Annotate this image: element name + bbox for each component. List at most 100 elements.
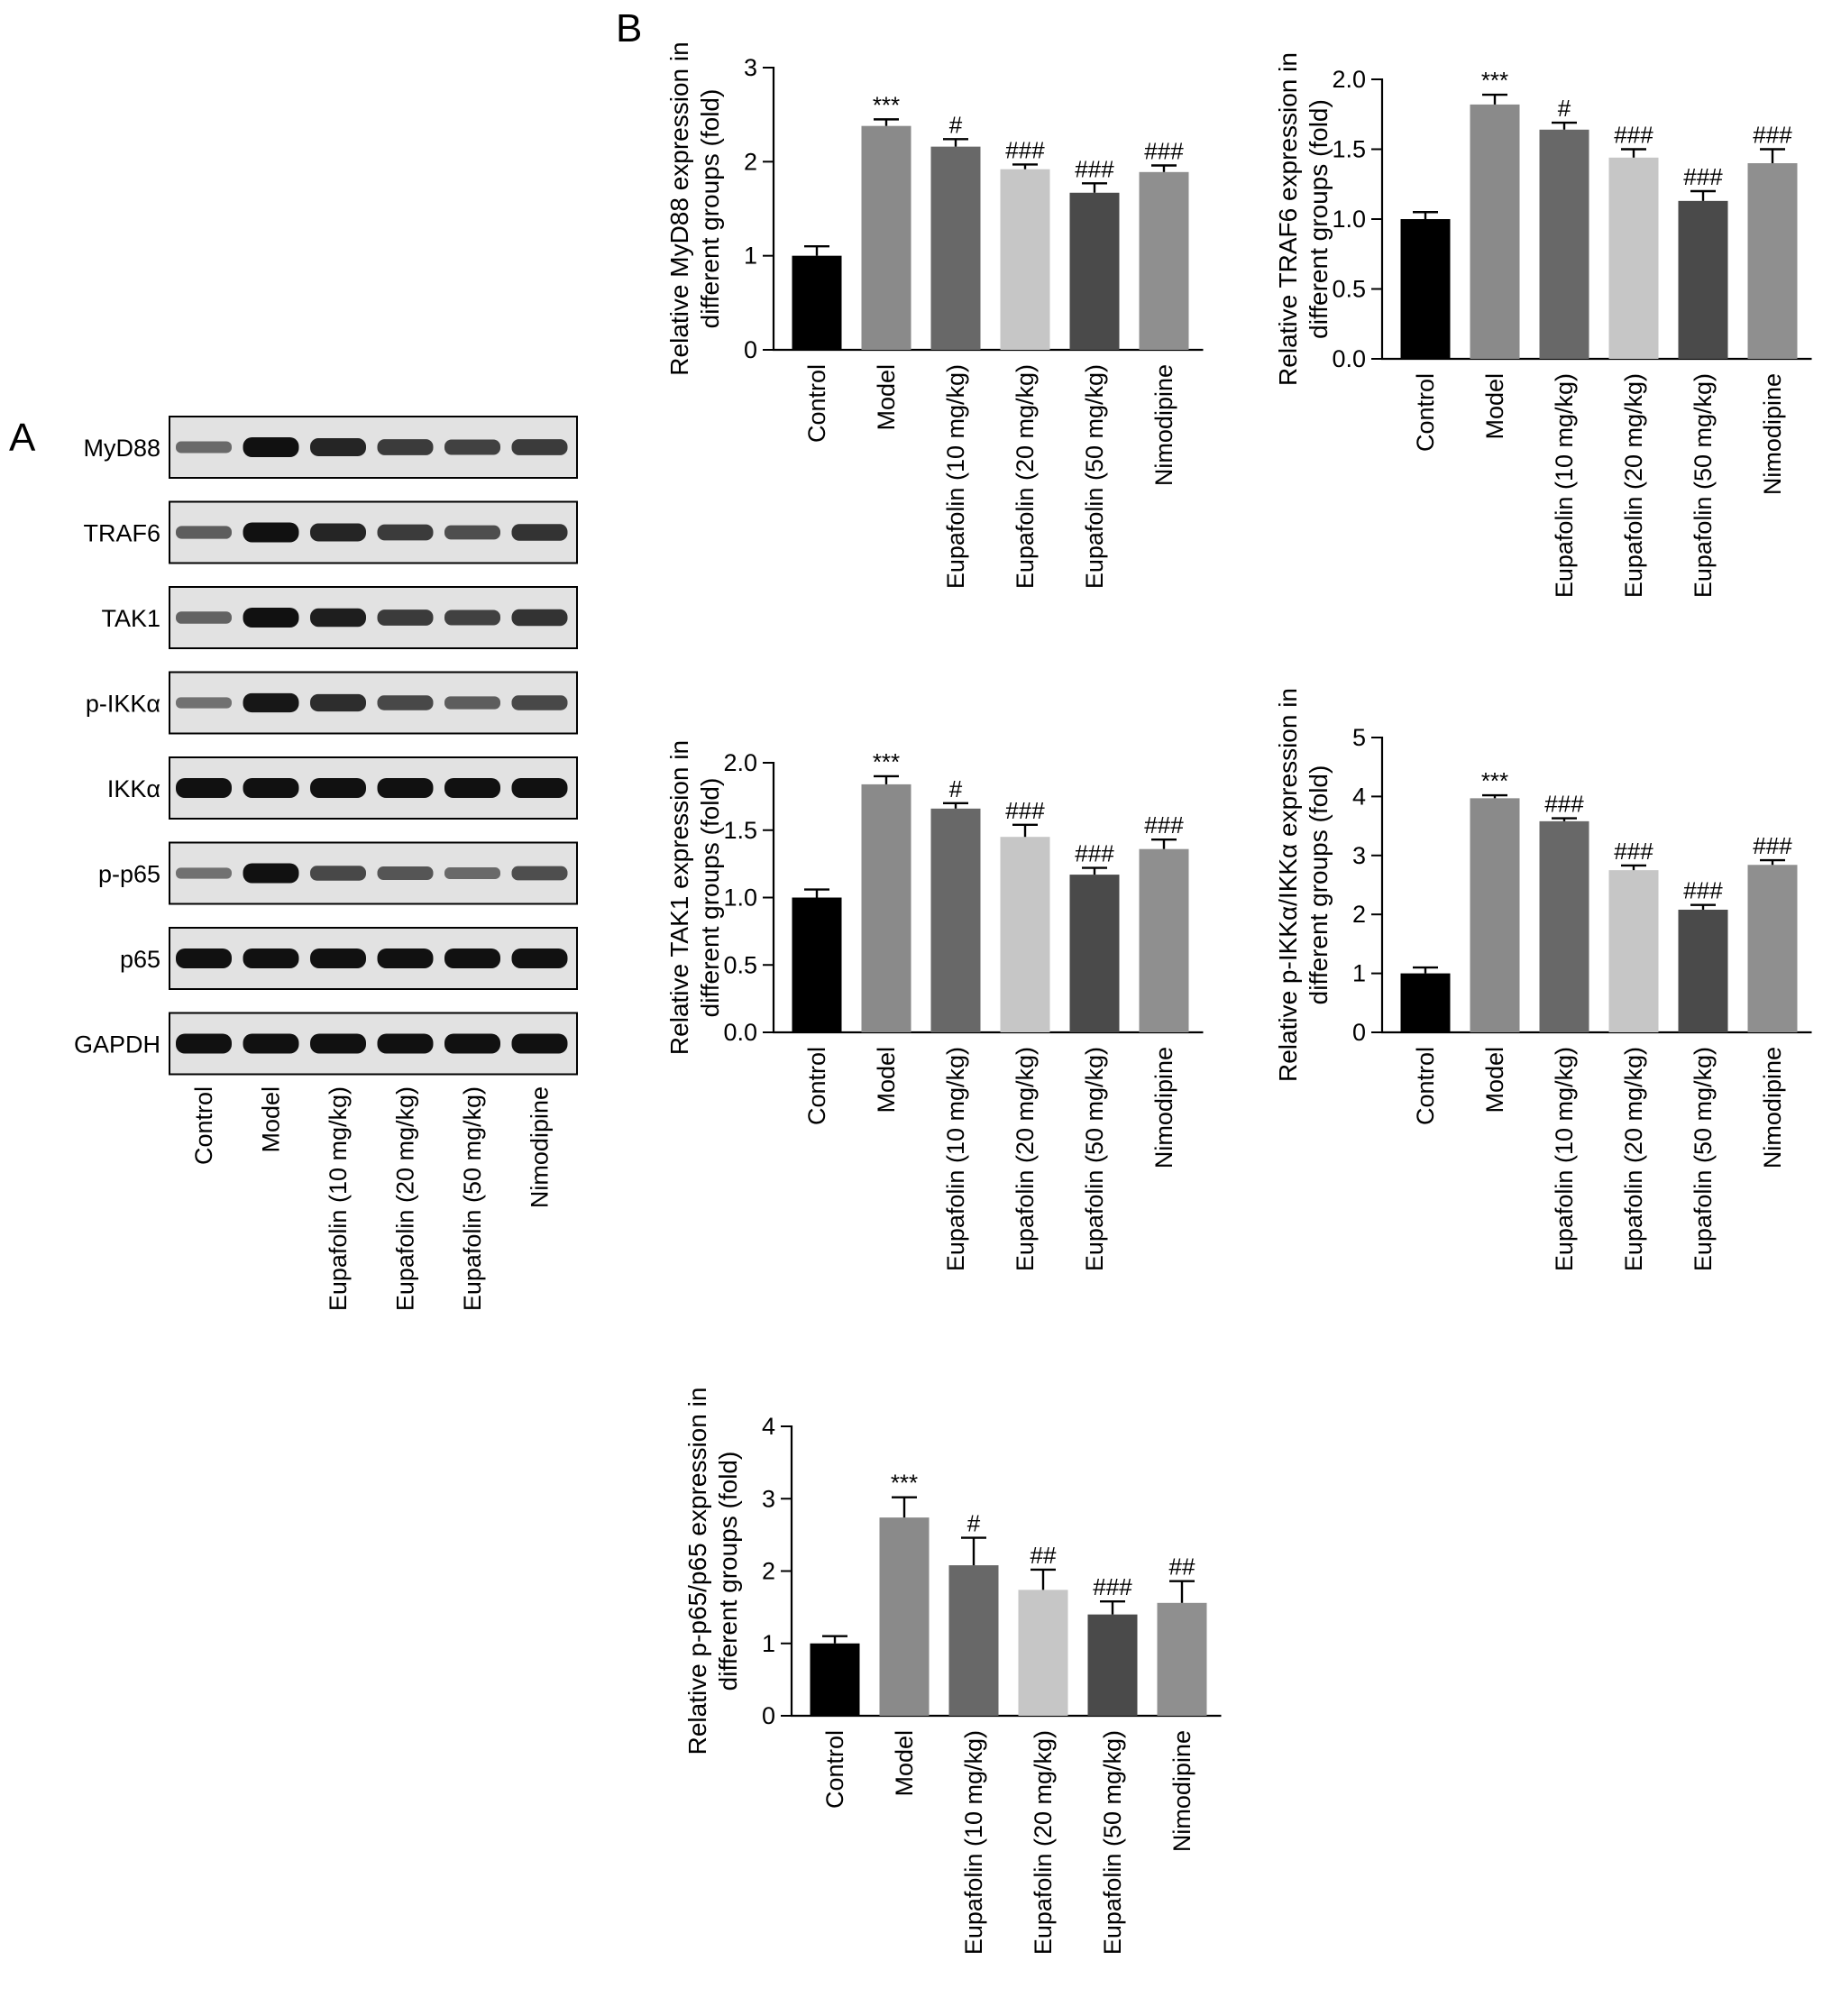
y-axis-label-line: Relative TRAF6 expression in: [1274, 52, 1302, 386]
blot-band-label: GAPDH: [74, 1031, 160, 1058]
blot-band: [511, 609, 568, 627]
y-tick-label: 1.0: [1332, 206, 1366, 233]
x-tick-label: Nimodipine: [1150, 1047, 1177, 1168]
bar: [792, 255, 842, 350]
x-tick-label: Control: [1412, 373, 1439, 452]
blot-band: [310, 778, 366, 798]
bar: [1747, 163, 1798, 359]
y-axis-label-line: Relative TAK1 expression in: [665, 740, 693, 1055]
blot-band: [444, 867, 500, 879]
y-axis-label-line: different groups (fold): [696, 778, 724, 1018]
bar-chart: 0 1 2 3 4 5 Relative p-IKKα/IKKα expression in…: [1274, 688, 1812, 1271]
y-tick-label: 2: [1352, 901, 1366, 928]
y-tick-label: 0.0: [723, 1019, 757, 1046]
significance-label: ***: [873, 748, 900, 775]
blot-band: [511, 1033, 568, 1054]
x-tick-label: Nimodipine: [1759, 1047, 1786, 1168]
blot-lane-label: Eupafolin (10 mg/kg): [325, 1086, 352, 1311]
bar: [1000, 169, 1050, 350]
significance-label: #: [1558, 95, 1571, 122]
bar: [1470, 798, 1520, 1032]
significance-label: ***: [1481, 767, 1508, 794]
x-tick-label: Eupafolin (20 mg/kg): [1620, 373, 1647, 598]
bar: [1608, 870, 1659, 1032]
bar: [1539, 129, 1589, 359]
y-axis-label: Relative p-p65/p65 expression in differen…: [683, 1388, 742, 1755]
blot-lane-label: Nimodipine: [527, 1086, 554, 1208]
bar: [1069, 875, 1120, 1032]
bar: [879, 1517, 930, 1716]
blot-band: [377, 695, 434, 710]
x-tick-label: Control: [803, 364, 830, 443]
bar: [1139, 848, 1189, 1032]
blot-band: [511, 778, 568, 798]
blot-band: [310, 866, 366, 881]
blot-band: [176, 1033, 232, 1054]
y-axis-label-line: different groups (fold): [696, 89, 724, 329]
bar: [1539, 820, 1589, 1032]
significance-label: #: [949, 111, 963, 138]
blot-strip: [169, 841, 578, 905]
blot-band: [444, 778, 500, 798]
y-axis-label-line: different groups (fold): [1305, 765, 1333, 1005]
significance-label: ##: [1169, 1553, 1195, 1581]
significance-label: ###: [1005, 136, 1045, 163]
x-tick-label: Eupafolin (50 mg/kg): [1081, 364, 1108, 589]
x-tick-label: Eupafolin (10 mg/kg): [1551, 1047, 1578, 1271]
significance-label: ***: [1481, 67, 1508, 94]
y-tick-label: 4: [762, 1413, 775, 1440]
x-tick-label: Eupafolin (50 mg/kg): [1690, 1047, 1717, 1271]
significance-label: ###: [1144, 138, 1184, 165]
blot-band: [444, 696, 500, 710]
blot-band: [444, 439, 500, 455]
y-tick-label: 3: [744, 54, 757, 81]
blot-lane-label: Eupafolin (50 mg/kg): [459, 1086, 486, 1311]
y-tick-label: 3: [762, 1485, 775, 1512]
blot-band: [511, 866, 568, 881]
y-tick-label: 1: [744, 243, 757, 270]
y-tick-label: 3: [1352, 842, 1366, 869]
x-tick-label: Eupafolin (50 mg/kg): [1081, 1047, 1108, 1271]
y-axis-label: Relative TAK1 expression in different gro…: [665, 740, 724, 1055]
bar: [861, 783, 911, 1032]
bar: [948, 1565, 999, 1716]
x-tick-label: Model: [891, 1730, 918, 1797]
bar-chart: 0 1 2 3 4 Relative p-p65/p65 expression in dif…: [683, 1388, 1222, 1955]
blot-lane-label: Model: [258, 1086, 285, 1153]
blot-band: [243, 608, 299, 628]
significance-label: ###: [1614, 122, 1653, 149]
blot-band: [377, 778, 434, 798]
panel-label-b: B: [616, 6, 642, 50]
y-axis-label: Relative TRAF6 expression in different gr…: [1274, 52, 1333, 386]
x-tick-label: Nimodipine: [1150, 364, 1177, 486]
y-tick-label: 2: [744, 148, 757, 175]
bar: [1747, 865, 1798, 1032]
y-axis-label-line: Relative p-IKKα/IKKα expression in: [1274, 688, 1302, 1082]
y-axis-label: Relative MyD88 expression in different gr…: [665, 41, 724, 375]
significance-label: ##: [1030, 1542, 1057, 1569]
y-tick-label: 0: [762, 1702, 775, 1729]
blot-strip: [169, 586, 578, 649]
x-tick-label: Control: [803, 1047, 830, 1125]
x-tick-label: Eupafolin (50 mg/kg): [1690, 373, 1717, 598]
significance-label: ###: [1753, 832, 1792, 859]
x-tick-label: Eupafolin (20 mg/kg): [1012, 1047, 1039, 1271]
blot-band: [511, 439, 568, 455]
x-tick-label: Control: [821, 1730, 848, 1809]
x-tick-label: Eupafolin (50 mg/kg): [1099, 1730, 1126, 1955]
y-tick-label: 2.0: [723, 749, 757, 776]
x-tick-label: Model: [1481, 1047, 1508, 1113]
significance-label: ###: [1544, 791, 1584, 818]
blot-band: [377, 439, 434, 455]
significance-label: ###: [1144, 811, 1184, 838]
significance-label: ###: [1075, 840, 1114, 867]
bar: [1678, 909, 1728, 1032]
y-axis-label-line: Relative p-p65/p65 expression in: [683, 1388, 711, 1755]
blot-band: [444, 609, 500, 626]
bar: [1018, 1590, 1068, 1716]
y-axis-label-line: Relative MyD88 expression in: [665, 41, 693, 375]
blot-band: [310, 438, 366, 456]
